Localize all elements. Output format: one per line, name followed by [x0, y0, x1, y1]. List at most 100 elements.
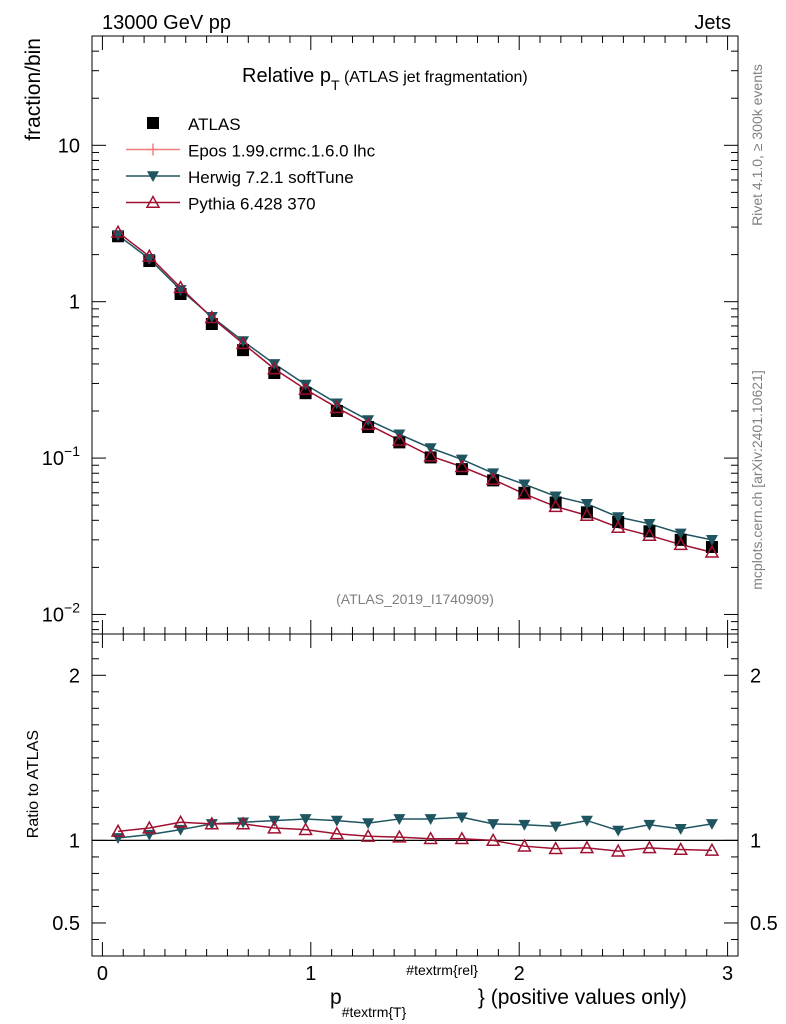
x-tick-label: 2 — [514, 963, 525, 985]
series-markers — [110, 224, 720, 857]
x-label-p: p — [330, 986, 342, 1009]
ratio-point — [142, 820, 157, 834]
ratio-point — [612, 825, 625, 837]
data-point — [549, 491, 562, 503]
data-point — [362, 415, 375, 427]
ratio-point — [392, 829, 407, 843]
ratio-point — [674, 824, 687, 835]
ratio-point — [642, 840, 657, 854]
x-tick-label: 0 — [97, 963, 108, 985]
ratio-tick-label-right: 1 — [750, 830, 761, 852]
data-point — [610, 519, 626, 534]
analysis-id: (ATLAS_2019_I1740909) — [336, 591, 494, 607]
ratio-tick-label: 0.5 — [52, 913, 80, 935]
data-point — [205, 318, 218, 331]
ratio-point — [330, 815, 343, 827]
ratio-point — [705, 819, 718, 830]
data-point — [110, 224, 126, 238]
data-point — [237, 336, 250, 348]
legend-label: ATLAS — [188, 115, 241, 134]
data-point — [268, 359, 281, 370]
legend-label: Epos 1.99.crmc.1.6.0 lhc — [188, 142, 376, 161]
data-point — [548, 498, 563, 513]
data-point — [518, 486, 531, 499]
ratio-point — [424, 814, 437, 825]
title-main: Relative p — [242, 65, 331, 87]
ratio-point — [487, 819, 500, 830]
y-tick-label: 1 — [69, 292, 80, 314]
data-point — [237, 344, 250, 357]
ratio-point — [299, 814, 312, 825]
ratio-point — [518, 819, 531, 831]
data-point — [485, 471, 501, 486]
ratio-point — [517, 838, 532, 852]
ratio-point — [112, 833, 125, 844]
y-tick-exponent: −2 — [64, 599, 80, 615]
ratio-point — [329, 826, 345, 840]
data-point — [454, 459, 470, 473]
series-line — [117, 231, 713, 553]
y-tick-base: 10 — [42, 604, 64, 626]
ratio-point — [485, 832, 501, 846]
axis-ticks — [92, 35, 738, 956]
legend: ATLAS Epos 1.99.crmc.1.6.0 lhc Herwig 7.2.… — [126, 115, 376, 214]
ratio-point — [393, 814, 406, 825]
ratio-point — [549, 821, 562, 833]
data-point — [518, 479, 531, 491]
y-tick-base: 10 — [58, 135, 80, 157]
y-axis-label: fraction/bin — [22, 38, 45, 141]
x-label-sup: #textrm{rel} — [406, 962, 478, 978]
legend-label: Herwig 7.2.1 softTune — [188, 168, 354, 187]
x-label-brace: } — [478, 986, 485, 1009]
data-point — [299, 379, 312, 391]
data-point — [392, 432, 407, 446]
data-point — [204, 310, 220, 324]
data-point — [235, 335, 251, 350]
ratio-point — [704, 842, 720, 856]
ratio-point — [423, 831, 438, 845]
data-point — [205, 312, 218, 323]
data-point — [704, 544, 720, 558]
data-point — [173, 280, 188, 294]
ratio-point — [110, 823, 126, 837]
data-point — [423, 448, 438, 462]
data-point — [329, 400, 345, 414]
data-point — [705, 535, 718, 546]
title-sub: T — [331, 77, 340, 93]
y-tick-label: 10 — [58, 135, 80, 157]
energy-label: 13000 GeV pp — [102, 12, 231, 34]
data-point — [517, 486, 532, 500]
ratio-point — [173, 814, 188, 828]
ratio-point — [235, 816, 251, 830]
x-tick-label: 1 — [305, 963, 316, 985]
legend-marker — [147, 171, 159, 182]
ratio-point — [454, 831, 470, 845]
ratio-point — [267, 820, 282, 834]
x-axis-label: p#textrm{T} #textrm{rel}} (positive value… — [330, 962, 687, 1020]
ratio-point — [204, 816, 220, 830]
y-tick-base: 10 — [42, 448, 64, 470]
x-label-suffix: (positive values only) — [485, 986, 687, 1009]
ratio-line — [117, 821, 712, 852]
data-point — [298, 381, 313, 395]
ratio-point — [298, 822, 313, 836]
data-point — [360, 416, 376, 431]
data-point — [612, 512, 625, 523]
ratio-tick-label-right: 2 — [750, 665, 761, 687]
legend-label: Pythia 6.428 370 — [188, 195, 316, 214]
ratio-point — [362, 818, 375, 830]
title-suffix: (ATLAS jet fragmentation) — [340, 69, 528, 86]
ratio-plot-frame — [91, 633, 739, 957]
ratio-point — [580, 815, 593, 827]
jets-label: Jets — [694, 12, 731, 34]
ratio-point — [548, 841, 563, 855]
rivet-label: Rivet 4.1.0, ≥ 300k events — [749, 64, 765, 226]
data-point — [267, 361, 282, 375]
ratio-tick-label: 1 — [69, 830, 80, 852]
y-tick-base: 1 — [69, 292, 80, 314]
legend-marker — [145, 194, 161, 209]
data-point — [579, 507, 595, 521]
ratio-tick-label-right: 0.5 — [750, 913, 778, 935]
